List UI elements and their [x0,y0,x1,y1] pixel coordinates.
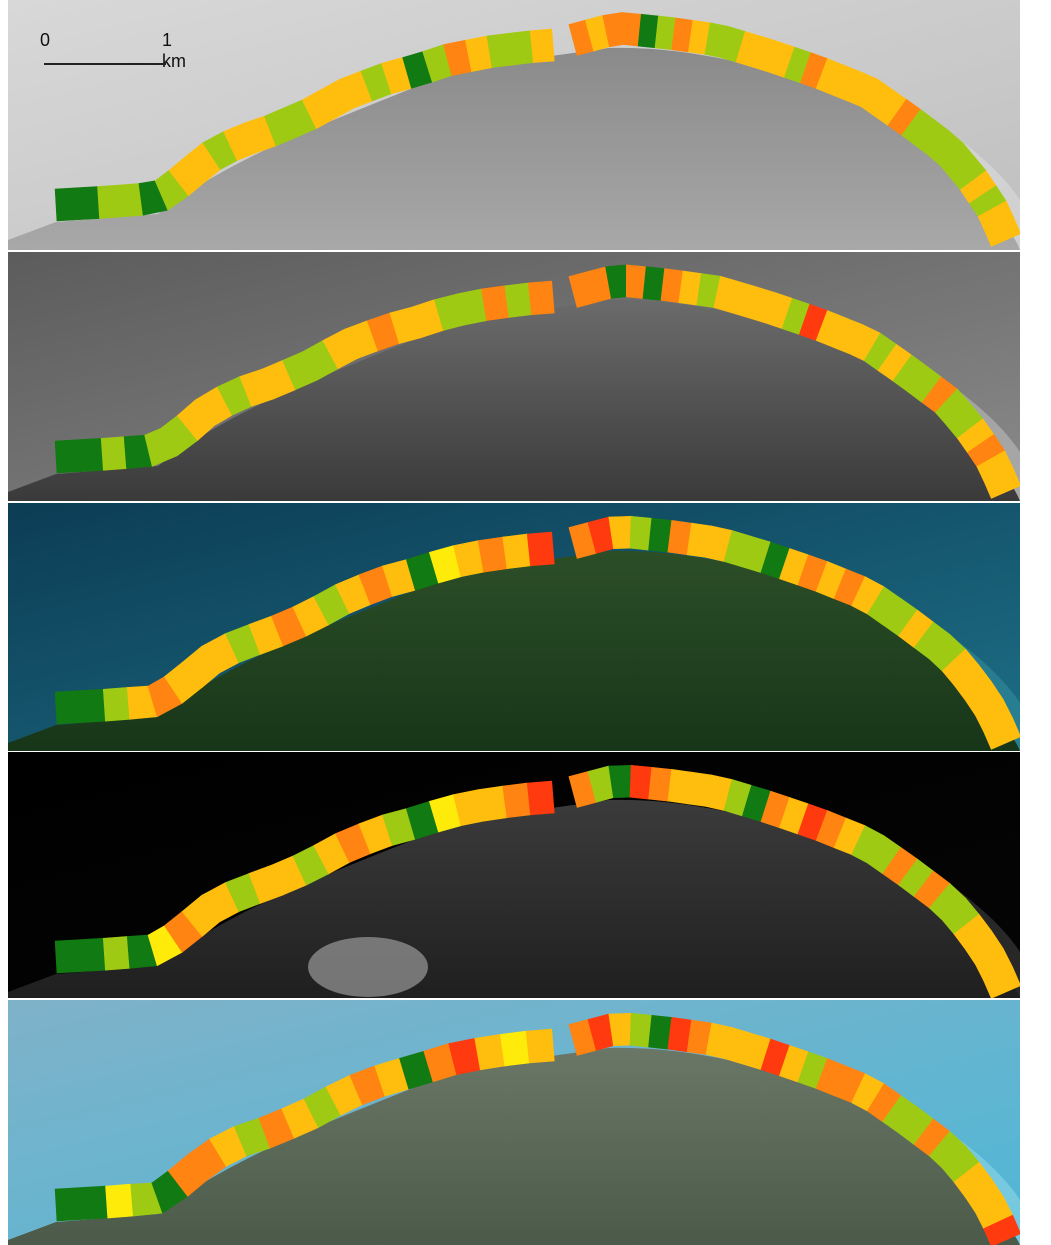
shoreline-segment-1 [54,690,82,725]
shoreline-segment-22 [504,282,532,318]
panel-4 [8,752,1020,998]
shoreline-segment-25 [629,1012,653,1048]
shoreline-segment-21 [480,285,510,321]
shoreline-segment-1 [54,439,81,474]
shoreline-segment-47 [983,1214,1020,1245]
shoreline-segment-3 [102,687,131,722]
shoreline-segment-2 [77,438,104,472]
scale-bar-end-label: 1 km [162,30,186,71]
shoreline-segment-1 [54,939,82,974]
island-land [8,550,1020,751]
panel-2 [8,252,1020,501]
shoreline-segment-19 [474,1033,506,1071]
panel-1-map [8,0,1020,250]
shoreline-segment-3 [97,184,122,219]
shoreline-segment-3 [105,1183,134,1219]
panel-4-map [8,752,1020,998]
panel-5 [8,1000,1020,1245]
shoreline-segment-2 [76,186,100,221]
scale-bar-line [44,63,166,65]
shoreline-segment-24 [508,30,534,66]
shoreline-segment-20 [477,536,508,573]
shoreline-segment-26 [629,515,653,551]
shoreline-segment-22 [526,531,555,567]
shoreline-segment-21 [502,533,531,570]
shoreline-segment-1 [54,1187,83,1222]
shoreline-segment-51 [983,468,1020,499]
shoreline-segment-55 [984,217,1020,247]
shoreline-segment-3 [102,936,131,971]
shoreline-segment-1 [54,187,79,222]
shoreline-segment-26 [629,764,653,800]
shoreline-segment-21 [502,782,531,819]
shoreline-segment-25 [529,28,555,63]
panel-2-map [8,252,1020,501]
island-land [8,299,1020,501]
island-land [8,1047,1020,1245]
island-land [8,47,1020,250]
shoreline-segment-2 [80,1185,109,1220]
shoreline-segment-23 [527,280,555,316]
shoreline-segment-20 [477,785,508,822]
scale-bar: 0 1 km [36,30,186,71]
island-land [8,799,1020,998]
shoreline-segment-48 [983,966,1020,998]
image-stack: 0 1 km [8,0,1020,1245]
panel-5-map [8,1000,1020,1245]
panel-3 [8,503,1020,751]
scale-bar-start-label: 0 [40,30,51,50]
cloud [308,937,428,997]
shoreline-segment-22 [526,780,555,816]
shoreline-segment-2 [78,937,106,972]
shoreline-segment-2 [78,688,106,723]
shoreline-segment-21 [525,1028,555,1064]
shoreline-segment-48 [983,717,1020,750]
panel-3-map [8,503,1020,751]
panel-1: 0 1 km [8,0,1020,250]
shoreline-segment-3 [100,436,127,471]
shoreline-segment-20 [499,1030,530,1067]
